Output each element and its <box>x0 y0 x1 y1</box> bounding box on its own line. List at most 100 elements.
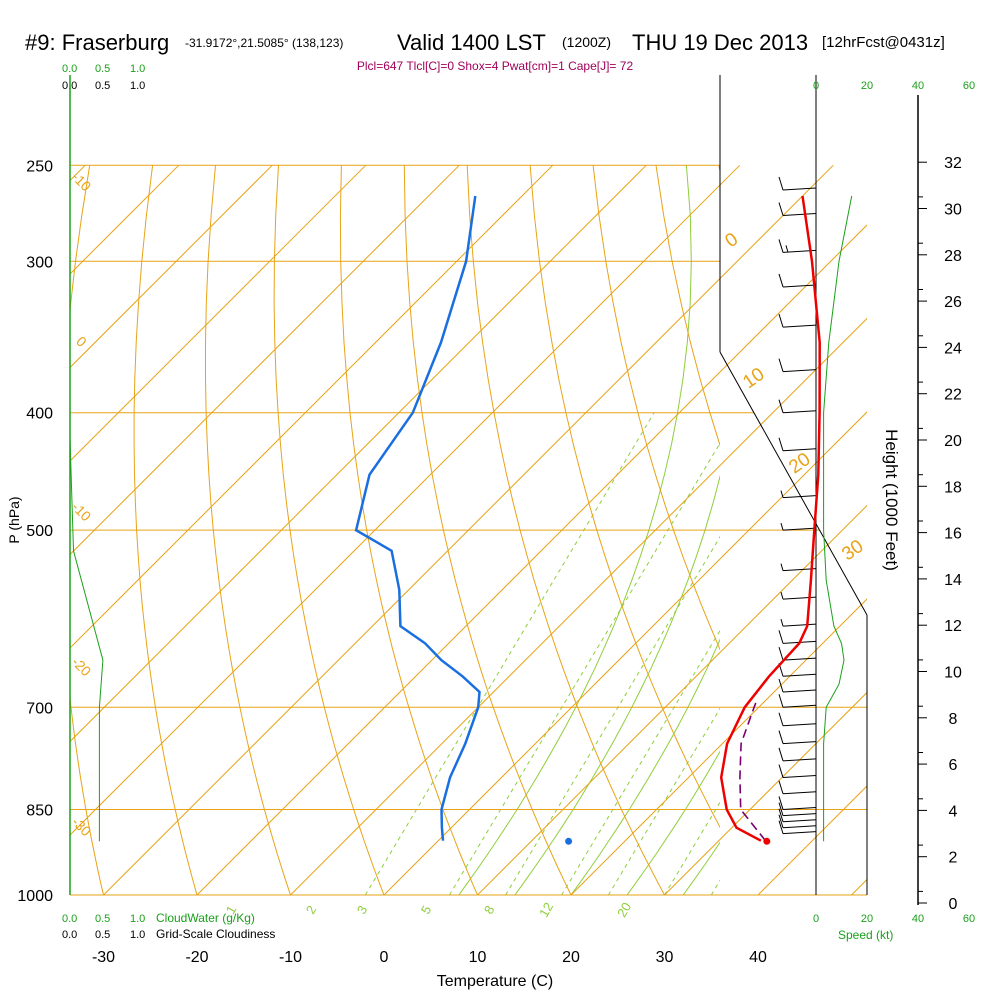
wind-barb-flag <box>778 437 784 451</box>
moist-adiabat-2 <box>570 638 720 895</box>
speed-top-label-2: 40 <box>912 80 924 92</box>
wind-barbs <box>778 176 817 835</box>
wind-barb-staff <box>782 689 817 693</box>
mixing-ratio-line-8 <box>805 413 1000 895</box>
wind-barb-flag <box>778 747 784 761</box>
wind-barb <box>778 730 817 745</box>
wind-barb-staff <box>782 187 817 191</box>
wind-barb-staff <box>782 775 817 779</box>
temperature-tick-20: 20 <box>562 949 580 966</box>
dry-adiabat-20 <box>403 165 572 895</box>
wind-barb-staff <box>782 448 817 452</box>
wind-barb-flag <box>778 176 784 191</box>
wind-barb-staff <box>782 369 817 373</box>
mixing-ratio-line-11 <box>964 413 1000 895</box>
wind-barb-staff <box>782 657 817 661</box>
wind-barb-halfflag <box>780 591 784 600</box>
height-tick-4: 4 <box>949 803 958 820</box>
temperature-tick-0: 0 <box>380 949 389 966</box>
height-tick-2: 2 <box>949 850 958 867</box>
wind-barb-staff <box>782 813 817 817</box>
wind-barb-flag <box>778 678 784 693</box>
wind-barb <box>778 273 817 288</box>
top-cloudwater-label-1: 0.5 <box>95 63 110 75</box>
height-tick-12: 12 <box>944 618 962 635</box>
isotherm-label: -20 <box>69 654 95 680</box>
wind-barb-flag <box>778 764 784 778</box>
mixing-ratio-line-1 <box>448 442 720 895</box>
wind-barb-flag <box>778 202 784 216</box>
mixing-ratio-line-5 <box>664 801 720 895</box>
top-cloudiness-label-2: 1.0 <box>130 80 145 92</box>
valid-time: Valid 1400 LST <box>397 30 546 55</box>
isotherm-20 <box>570 598 867 895</box>
wind-barb <box>780 618 817 627</box>
dry-adiabat-50 <box>592 165 720 651</box>
wind-barb-staff <box>782 723 817 727</box>
wind-barb <box>778 764 817 779</box>
wind-barb <box>778 780 817 795</box>
wind-barb-halfflag <box>780 523 784 531</box>
speed-axis-title: Speed (kt) <box>838 928 893 942</box>
wind-barb <box>778 802 817 817</box>
pressure-axis: 250 300 400 500 700 850 1000 <box>17 158 53 905</box>
wind-barb-flag <box>778 820 784 834</box>
theta-label: 30 <box>838 536 867 565</box>
wind-barb <box>778 747 817 762</box>
wind-barb-staff <box>782 806 817 810</box>
dry-adiabat--20 <box>133 165 198 895</box>
wind-barb-staff <box>782 831 817 835</box>
wind-barb-staff <box>782 410 817 414</box>
surface-dewpoint-marker <box>565 837 573 845</box>
wind-barb-flag <box>778 694 784 708</box>
mixing-ratio-label: 12 <box>536 900 556 920</box>
height-tick-22: 22 <box>944 387 962 404</box>
height-tick-26: 26 <box>944 294 962 311</box>
dry-adiabat--30 <box>70 165 104 895</box>
isobar-lines <box>70 164 867 896</box>
wind-barb <box>778 314 817 328</box>
wind-barb-staff <box>782 819 817 823</box>
height-tick-28: 28 <box>944 248 962 265</box>
wind-barb <box>778 399 817 414</box>
temperature-tick-40: 40 <box>749 949 767 966</box>
y-axis-title: P (hPa) <box>6 496 22 543</box>
isotherm-50 <box>851 878 867 895</box>
stability-indices: Plcl=647 Tlcl[C]=0 Shox=4 Pwat[cm]=1 Cap… <box>357 59 634 73</box>
bottom-cloudiness-label-0: 0.0 <box>62 929 77 941</box>
temperature-line <box>719 195 821 842</box>
wind-barb-staff <box>782 623 817 627</box>
pressure-tick-500: 500 <box>26 523 53 540</box>
dewpoint-line <box>354 195 481 841</box>
dry-adiabat-30 <box>466 165 665 895</box>
speed-bottom-label-0: 0 <box>813 913 819 925</box>
surface-markers <box>565 837 771 845</box>
wind-barb-flag <box>778 712 784 726</box>
wind-barb <box>778 712 817 727</box>
wind-barb-flag <box>778 730 784 744</box>
bottom-cloudwater-label-0: 0.0 <box>62 913 77 925</box>
theta-label: 0 <box>721 229 742 252</box>
temperature-tick--20: -20 <box>185 949 208 966</box>
pressure-tick-300: 300 <box>26 254 53 271</box>
height-axis-title: Height (1000 Feet) <box>882 429 901 571</box>
dry-adiabat-10 <box>339 165 478 895</box>
mixing-ratio-label: 8 <box>481 903 498 917</box>
wind-barb-halfflag <box>780 490 784 498</box>
wind-barb-staff <box>782 495 817 499</box>
height-tick-32: 32 <box>944 155 962 172</box>
temperature-tick-30: 30 <box>656 949 674 966</box>
wind-barb <box>778 663 817 677</box>
speed-top-label-3: 60 <box>963 80 975 92</box>
forecast-date: THU 19 Dec 2013 <box>632 30 808 55</box>
wind-barb <box>778 358 817 373</box>
mixing-ratio-label: 5 <box>418 903 435 917</box>
wind-barb-staff <box>782 284 817 288</box>
wind-barb <box>778 437 817 452</box>
wind-barb-flag <box>778 358 784 372</box>
wind-barb-staff <box>782 825 817 829</box>
isotherm--90 <box>70 164 273 369</box>
height-tick-16: 16 <box>944 526 962 543</box>
